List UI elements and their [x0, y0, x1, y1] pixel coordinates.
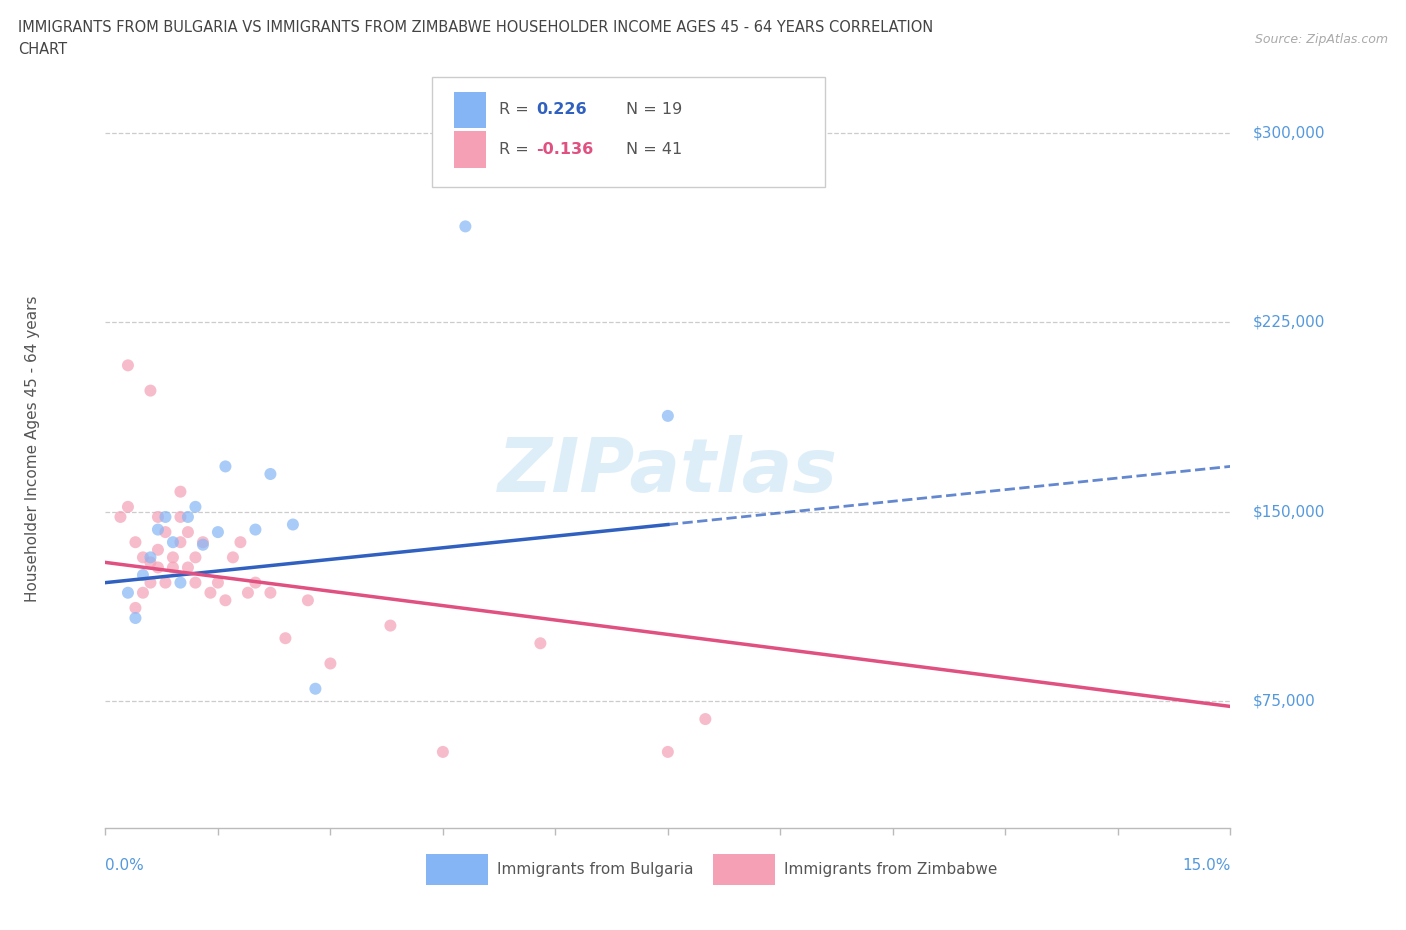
- Point: [184, 499, 207, 514]
- Point: [214, 459, 236, 474]
- Point: [117, 358, 139, 373]
- Bar: [426, 855, 488, 884]
- Point: [132, 585, 155, 600]
- Point: [236, 585, 259, 600]
- Text: $75,000: $75,000: [1253, 694, 1316, 709]
- Point: [454, 219, 477, 233]
- Point: [281, 517, 304, 532]
- Point: [245, 575, 267, 590]
- Point: [139, 383, 162, 398]
- Point: [117, 585, 139, 600]
- Point: [146, 542, 169, 557]
- Point: [132, 550, 155, 565]
- Point: [259, 585, 281, 600]
- Point: [146, 560, 169, 575]
- Point: [297, 593, 319, 608]
- Text: 15.0%: 15.0%: [1182, 858, 1230, 873]
- Text: Immigrants from Bulgaria: Immigrants from Bulgaria: [496, 862, 693, 877]
- Point: [169, 535, 191, 550]
- Bar: [454, 92, 485, 128]
- Point: [259, 467, 281, 482]
- Point: [191, 538, 214, 552]
- Point: [162, 560, 184, 575]
- Point: [177, 560, 200, 575]
- Point: [155, 510, 177, 525]
- FancyBboxPatch shape: [432, 77, 825, 187]
- Point: [304, 682, 326, 697]
- Point: [139, 550, 162, 565]
- Point: [146, 510, 169, 525]
- Point: [380, 618, 402, 633]
- Text: N = 41: N = 41: [626, 142, 682, 157]
- Point: [155, 575, 177, 590]
- Point: [124, 611, 146, 626]
- Text: -0.136: -0.136: [536, 142, 593, 157]
- Text: IMMIGRANTS FROM BULGARIA VS IMMIGRANTS FROM ZIMBABWE HOUSEHOLDER INCOME AGES 45 : IMMIGRANTS FROM BULGARIA VS IMMIGRANTS F…: [18, 20, 934, 35]
- Point: [207, 525, 229, 539]
- Text: Immigrants from Zimbabwe: Immigrants from Zimbabwe: [783, 862, 997, 877]
- Text: $225,000: $225,000: [1253, 315, 1324, 330]
- Point: [222, 550, 245, 565]
- Text: 0.0%: 0.0%: [105, 858, 145, 873]
- Point: [146, 522, 169, 537]
- Point: [319, 656, 342, 671]
- Bar: [713, 855, 775, 884]
- Point: [695, 711, 717, 726]
- Point: [169, 575, 191, 590]
- Text: R =: R =: [499, 102, 534, 117]
- Point: [245, 522, 267, 537]
- Text: 0.226: 0.226: [536, 102, 586, 117]
- Point: [200, 585, 222, 600]
- Point: [155, 525, 177, 539]
- Text: N = 19: N = 19: [626, 102, 682, 117]
- Text: CHART: CHART: [18, 42, 67, 57]
- Point: [139, 555, 162, 570]
- Point: [207, 575, 229, 590]
- Text: Source: ZipAtlas.com: Source: ZipAtlas.com: [1254, 33, 1388, 46]
- Point: [184, 575, 207, 590]
- Point: [124, 601, 146, 616]
- Point: [162, 535, 184, 550]
- Point: [110, 510, 132, 525]
- Point: [657, 744, 679, 759]
- Point: [162, 550, 184, 565]
- Point: [117, 499, 139, 514]
- Point: [132, 567, 155, 582]
- Point: [124, 535, 146, 550]
- Point: [657, 408, 679, 423]
- Point: [529, 636, 551, 651]
- Point: [229, 535, 252, 550]
- Point: [184, 550, 207, 565]
- Point: [169, 510, 191, 525]
- Text: Householder Income Ages 45 - 64 years: Householder Income Ages 45 - 64 years: [25, 296, 39, 602]
- Point: [177, 510, 200, 525]
- Bar: [454, 131, 485, 167]
- Text: $150,000: $150,000: [1253, 504, 1324, 519]
- Point: [191, 535, 214, 550]
- Point: [139, 575, 162, 590]
- Text: ZIPatlas: ZIPatlas: [498, 435, 838, 508]
- Point: [177, 525, 200, 539]
- Point: [432, 744, 454, 759]
- Text: $300,000: $300,000: [1253, 126, 1326, 140]
- Point: [169, 485, 191, 499]
- Text: R =: R =: [499, 142, 534, 157]
- Point: [214, 593, 236, 608]
- Point: [274, 631, 297, 645]
